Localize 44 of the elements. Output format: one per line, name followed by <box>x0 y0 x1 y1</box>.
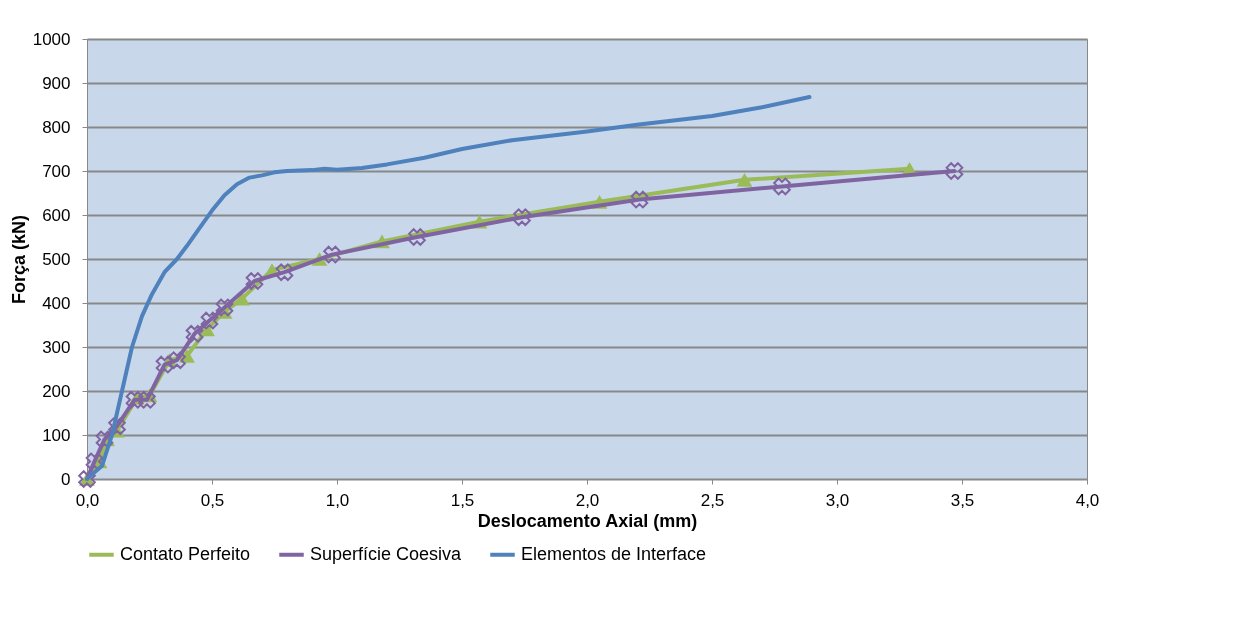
x-tick-label: 3,0 <box>825 490 850 510</box>
point <box>323 245 341 264</box>
y-tick-label: 1000 <box>32 29 71 49</box>
point <box>95 430 114 449</box>
x-axis-title: Deslocamento Axial (mm) <box>477 510 698 531</box>
point <box>85 452 104 471</box>
y-tick-label: 700 <box>42 161 71 181</box>
point <box>125 390 144 409</box>
point <box>215 298 234 317</box>
point <box>108 417 126 436</box>
y-tick-label: 600 <box>42 205 71 225</box>
point <box>168 351 186 370</box>
point <box>773 177 791 196</box>
x-tick-label: 3,5 <box>950 490 975 510</box>
point <box>200 311 219 330</box>
y-tick-label: 300 <box>42 337 71 357</box>
legend-label: Superfície Coesiva <box>310 543 463 564</box>
legend-label: Elementos de Interface <box>521 543 707 564</box>
x-tick-label: 2,0 <box>575 490 600 510</box>
point <box>155 355 174 374</box>
point <box>736 172 753 187</box>
x-tick-label: 0,5 <box>200 490 225 510</box>
y-tick-label: 200 <box>42 381 71 401</box>
point <box>513 208 531 227</box>
point <box>945 162 964 180</box>
point <box>275 263 294 282</box>
y-tick-label: 500 <box>42 249 71 269</box>
point <box>630 190 649 209</box>
y-axis-title: Força (kN) <box>8 214 29 305</box>
point <box>138 390 156 409</box>
x-tick-label: 1,0 <box>325 490 350 510</box>
y-tick-label: 400 <box>42 293 71 313</box>
y-tick-label: 800 <box>42 117 71 137</box>
legend-label: Contato Perfeito <box>120 543 251 564</box>
point <box>185 324 204 343</box>
x-tick-label: 2,5 <box>700 490 725 510</box>
x-tick-label: 0,0 <box>75 490 100 510</box>
x-tick-label: 4,0 <box>1075 490 1100 510</box>
point <box>245 272 264 290</box>
y-tick-label: 0 <box>61 469 71 489</box>
y-tick-label: 100 <box>42 425 71 445</box>
y-tick-label: 900 <box>42 73 71 93</box>
point <box>408 228 426 246</box>
x-tick-label: 1,5 <box>450 490 475 510</box>
